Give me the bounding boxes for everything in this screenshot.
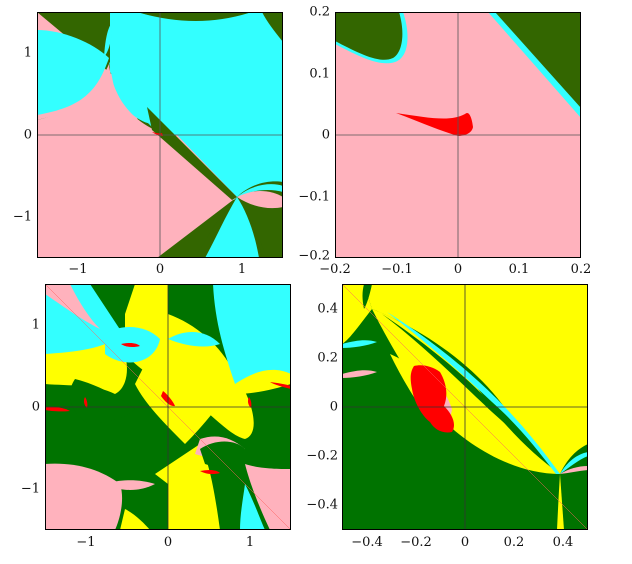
p2-xtick-3: 0 [453,262,463,277]
p4-ytick-4: −0.2 [306,448,338,464]
p4-xtick-2: −0.2 [400,535,432,550]
p2-xtick-1: −0.2 [319,262,351,277]
p2-ytick-1: 0.2 [309,4,330,20]
p4-ytick-5: −0.4 [306,497,338,513]
p2-ytick-2: 0.1 [309,66,330,82]
p3-xtick-2: 0 [163,535,173,550]
p1-xtick-3: 1 [237,262,247,277]
p3-ytick-1: 1 [31,317,40,333]
p3-ytick-2: 0 [31,399,40,415]
p3-xtick-3: 1 [245,535,255,550]
p4-xtick-1: −0.4 [351,535,383,550]
p1-ytick-3: −1 [12,209,32,225]
basin-image-4 [342,284,588,530]
p4-ytick-1: 0.4 [317,301,338,317]
p2-ytick-4: −0.1 [298,189,330,205]
p2-xtick-2: −0.1 [381,262,413,277]
p1-ytick-1: 1 [23,45,32,61]
p4-ytick-3: 0 [329,399,338,415]
basin-image-3 [45,284,291,530]
p1-xtick-1: −1 [68,262,88,277]
basin-image-1 [37,12,283,258]
p3-xtick-1: −1 [76,535,96,550]
basin-plot-top-right [335,12,581,258]
basin-plot-bottom-right [342,284,588,530]
p2-ytick-5: −0.2 [298,248,330,264]
basin-image-2 [335,12,581,258]
p4-xtick-3: 0 [460,535,470,550]
p3-ytick-3: −1 [20,481,40,497]
p1-xtick-2: 0 [155,262,165,277]
p4-xtick-4: 0.2 [503,535,525,550]
basin-plot-bottom-left [45,284,291,530]
p4-ytick-2: 0.2 [317,350,338,366]
p4-xtick-5: 0.4 [552,535,574,550]
p2-ytick-3: 0 [321,127,330,143]
p1-ytick-2: 0 [23,127,32,143]
p2-xtick-4: 0.1 [508,262,530,277]
basin-plot-top-left [37,12,283,258]
p2-xtick-5: 0.2 [570,262,592,277]
